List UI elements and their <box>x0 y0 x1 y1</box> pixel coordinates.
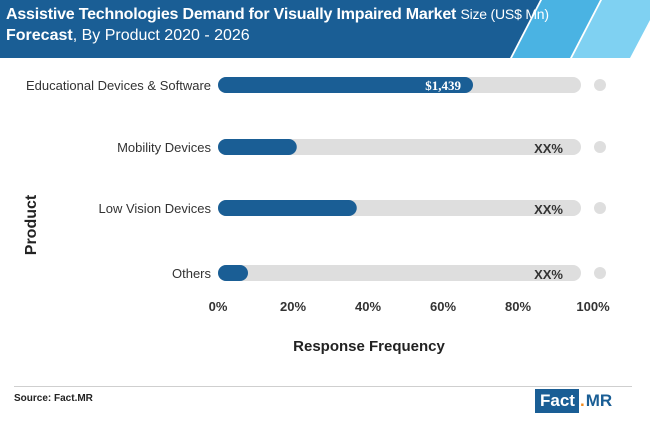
data-label: XX% <box>534 141 563 156</box>
bar-end-dot <box>594 202 606 214</box>
category-label: Others <box>172 266 212 281</box>
title-forecast: Forecast <box>6 27 73 44</box>
x-axis-title: Response Frequency <box>293 338 445 355</box>
bar <box>218 200 357 216</box>
bar-chart: Educational Devices & Software $1,439 Mobi… <box>23 77 610 355</box>
data-label: XX% <box>534 202 563 217</box>
x-tick-label: 20% <box>280 299 306 314</box>
logo-mr-text: MR <box>585 389 613 413</box>
bar-end-dot <box>594 79 606 91</box>
bar-track <box>218 265 581 281</box>
header-banner: Assistive Technologies Demand for Visual… <box>0 0 650 58</box>
chart-title-line2: Forecast, By Product 2020 - 2026 <box>6 27 250 45</box>
x-tick-label: 40% <box>355 299 381 314</box>
footer-divider <box>14 386 632 387</box>
data-label: $1,439 <box>425 78 461 93</box>
category-label: Educational Devices & Software <box>26 78 211 93</box>
source-note: Source: Fact.MR <box>14 393 93 404</box>
bar-end-dot <box>594 267 606 279</box>
factmr-logo: Fact. MR <box>535 389 613 413</box>
x-tick-label: 60% <box>430 299 456 314</box>
chart-title-line1: Assistive Technologies Demand for Visual… <box>6 6 549 24</box>
bar <box>218 139 297 155</box>
bar <box>218 77 473 93</box>
data-label: XX% <box>534 267 563 282</box>
category-label: Mobility Devices <box>117 140 211 155</box>
bar <box>218 265 248 281</box>
x-tick-label: 0% <box>209 299 228 314</box>
x-tick-label: 100% <box>576 299 610 314</box>
bar-end-dot <box>594 141 606 153</box>
logo-fact-text: Fact <box>535 389 579 413</box>
title-main: Assistive Technologies Demand for Visual… <box>6 6 457 23</box>
title-rest: , By Product 2020 - 2026 <box>72 27 250 44</box>
x-tick-label: 80% <box>505 299 531 314</box>
y-axis-title: Product <box>23 194 40 255</box>
category-label: Low Vision Devices <box>99 201 212 216</box>
logo-dot: . <box>578 389 586 413</box>
title-size: Size (US$ Mn) <box>460 6 549 22</box>
bar-track <box>218 139 581 155</box>
header-background <box>0 0 650 58</box>
